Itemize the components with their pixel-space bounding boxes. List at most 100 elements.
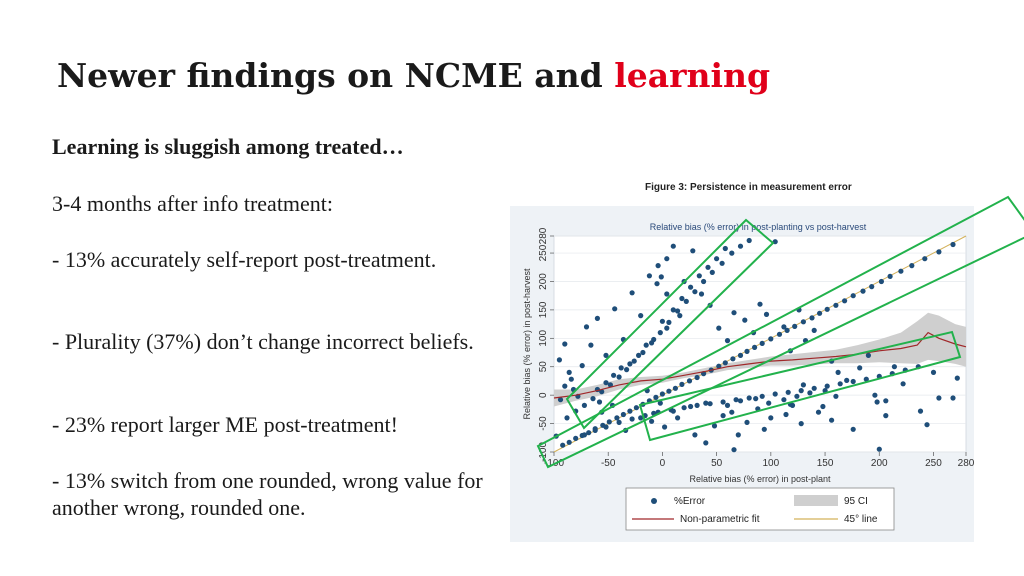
data-point-92: [603, 424, 609, 430]
data-point-65: [692, 289, 698, 295]
data-point-177: [662, 424, 668, 430]
data-point-70: [737, 243, 744, 249]
data-point-127: [794, 393, 800, 399]
data-point-123: [737, 398, 744, 404]
data-point-86: [636, 352, 642, 358]
data-point-39: [842, 298, 848, 304]
data-point-110: [837, 381, 843, 387]
data-point-181: [729, 409, 735, 415]
data-point-43: [878, 278, 884, 285]
data-point-87: [651, 336, 657, 343]
data-point-66: [701, 278, 707, 285]
data-point-184: [768, 415, 774, 421]
data-point-158: [781, 324, 787, 330]
data-point-16: [666, 388, 672, 394]
data-point-124: [753, 396, 759, 402]
y-tick-label-4: 100: [538, 330, 549, 347]
data-point-45: [898, 268, 904, 274]
figure-caption: Figure 3: Persistence in measurement err…: [645, 182, 852, 193]
data-point-149: [707, 302, 713, 308]
x-tick-label-3: 50: [711, 458, 723, 469]
legend-ci-label: 95 CI: [844, 496, 868, 507]
body-paragraph-5: - 13% switch from one rounded, wrong val…: [52, 468, 483, 520]
data-point-8: [614, 415, 620, 421]
data-point-126: [781, 397, 787, 403]
data-point-214: [789, 402, 796, 408]
data-point-34: [800, 319, 806, 325]
data-point-143: [655, 263, 661, 269]
title-prefix: Newer findings on NCME and: [57, 56, 615, 95]
data-point-118: [651, 410, 657, 416]
x-tick-label-5: 150: [817, 458, 834, 469]
y-tick-label-3: 50: [538, 361, 549, 373]
data-point-94: [629, 416, 635, 422]
data-point-27: [744, 348, 750, 354]
x-tick-label-8: 280: [958, 458, 975, 469]
data-point-120: [688, 403, 694, 410]
data-point-114: [889, 371, 895, 377]
y-tick-label-5: 150: [538, 301, 549, 318]
data-point-139: [620, 336, 626, 343]
data-point-146: [681, 278, 687, 285]
x-tick-label-2: 0: [660, 458, 666, 469]
data-point-15: [659, 391, 665, 397]
data-point-76: [659, 318, 665, 324]
data-point-195: [568, 376, 574, 382]
data-point-155: [757, 301, 763, 307]
data-point-1: [566, 439, 572, 445]
data-point-183: [755, 406, 761, 412]
data-point-156: [763, 311, 770, 317]
data-point-79: [688, 284, 694, 290]
data-point-10: [627, 408, 633, 414]
data-point-29: [759, 340, 765, 346]
data-point-56: [616, 374, 622, 380]
data-point-12: [640, 401, 646, 407]
data-point-159: [787, 348, 793, 354]
data-point-90: [581, 432, 587, 438]
data-point-166: [857, 365, 863, 371]
data-point-82: [714, 256, 720, 262]
data-point-138: [612, 306, 618, 312]
data-point-62: [666, 319, 672, 325]
legend-diagonal-label: 45° line: [844, 514, 878, 525]
data-point-215: [720, 413, 726, 419]
data-point-88: [664, 325, 670, 331]
data-point-111: [850, 378, 856, 385]
data-point-203: [936, 395, 942, 401]
data-point-142: [646, 273, 652, 279]
data-point-75: [643, 342, 649, 348]
data-point-47: [922, 256, 928, 262]
data-point-190: [874, 399, 880, 405]
data-point-11: [633, 405, 639, 411]
data-point-28: [752, 344, 758, 350]
data-point-216: [703, 440, 709, 446]
chart-title: Relative bias (% error) in post-planting…: [650, 222, 867, 232]
data-point-188: [829, 417, 835, 423]
data-point-162: [811, 327, 817, 333]
data-point-9: [620, 411, 626, 418]
y-tick-label-7: 250: [538, 244, 549, 261]
data-point-48: [936, 249, 942, 255]
data-point-116: [915, 364, 921, 370]
data-point-51: [573, 408, 579, 414]
data-point-131: [562, 341, 568, 347]
data-point-150: [716, 325, 722, 331]
data-point-173: [924, 422, 930, 428]
data-point-179: [692, 432, 698, 438]
data-point-147: [690, 248, 696, 254]
data-point-109: [824, 383, 830, 389]
data-point-59: [640, 349, 646, 356]
data-point-89: [677, 313, 683, 319]
data-point-141: [638, 313, 644, 319]
legend-ci-swatch: [794, 495, 838, 506]
data-point-200: [930, 369, 937, 375]
y-tick-label-8: 280: [538, 227, 549, 244]
data-point-208: [833, 393, 839, 399]
data-point-58: [631, 358, 637, 364]
data-point-81: [705, 264, 711, 270]
data-point-201: [950, 395, 956, 401]
y-axis-label: Relative bias (% error) in post-harvest: [522, 268, 532, 420]
y-tick-label-6: 200: [538, 273, 549, 290]
data-point-202: [954, 375, 960, 381]
data-point-35: [809, 315, 815, 321]
